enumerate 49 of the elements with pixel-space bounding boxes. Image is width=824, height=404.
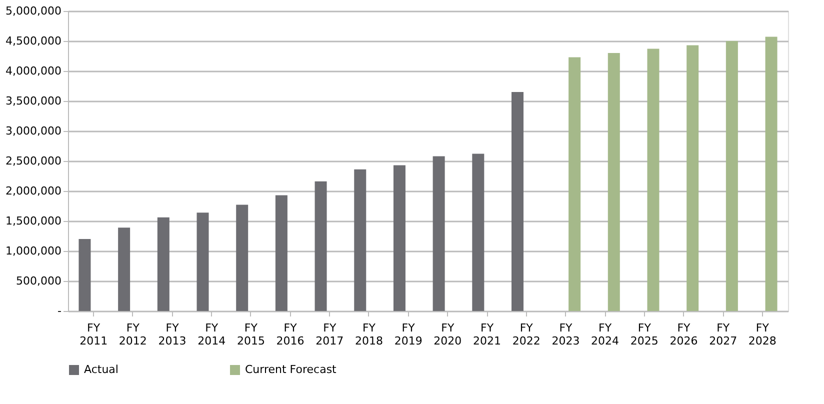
bar	[275, 195, 288, 311]
x-tick-label: FY 2026	[670, 322, 698, 348]
legend-label: Actual	[84, 363, 118, 376]
bar	[647, 48, 660, 311]
x-tick-label: FY 2024	[591, 322, 620, 348]
bar	[196, 212, 209, 311]
x-tick-label: FY 2018	[354, 322, 383, 348]
x-tick-label: FY 2025	[630, 322, 658, 348]
x-tick-label: FY 2027	[709, 322, 738, 348]
y-tick-label: 1,000,000	[6, 244, 62, 258]
y-tick-label: -	[58, 304, 62, 318]
bar	[568, 57, 581, 311]
y-tick-label: 4,500,000	[6, 34, 62, 48]
bar	[236, 204, 248, 311]
x-tick-label: FY 2011	[80, 322, 108, 348]
bar	[314, 181, 327, 311]
x-tick-label: FY 2013	[158, 322, 186, 348]
y-tick-label: 2,500,000	[6, 154, 62, 168]
x-tick-label: FY 2015	[236, 322, 265, 348]
bar	[432, 156, 445, 311]
x-tick-label: FY 2019	[394, 322, 422, 348]
bar	[686, 45, 699, 311]
y-tick-label: 4,000,000	[6, 64, 62, 78]
x-tick-label: FY 2014	[198, 322, 226, 348]
y-tick-label: 3,500,000	[6, 94, 62, 108]
bar	[393, 165, 406, 311]
bar	[608, 53, 620, 311]
y-tick-label: 5,000,000	[6, 4, 62, 18]
x-tick-label: FY 2017	[316, 322, 344, 348]
legend-label: Current Forecast	[245, 363, 338, 376]
x-tick-label: FY 2022	[512, 322, 540, 348]
bar	[118, 228, 130, 311]
y-tick-label: 2,000,000	[6, 184, 62, 198]
x-tick-label: FY 2016	[276, 322, 304, 348]
x-tick-label: FY 2020	[434, 322, 462, 348]
bar	[765, 36, 778, 311]
bar	[354, 169, 366, 311]
x-tick-label: FY 2023	[552, 322, 580, 348]
x-tick-label: FY 2012	[118, 322, 147, 348]
bar	[472, 154, 484, 311]
y-tick-label: 3,000,000	[6, 124, 62, 138]
bar	[78, 239, 91, 311]
bar	[157, 217, 170, 311]
x-tick-label: FY 2028	[748, 322, 776, 348]
bar	[512, 92, 524, 311]
x-tick-label: FY 2021	[473, 322, 502, 348]
bar	[726, 41, 738, 311]
y-tick-label: 500,000	[16, 274, 62, 288]
y-tick-label: 1,500,000	[6, 214, 62, 228]
